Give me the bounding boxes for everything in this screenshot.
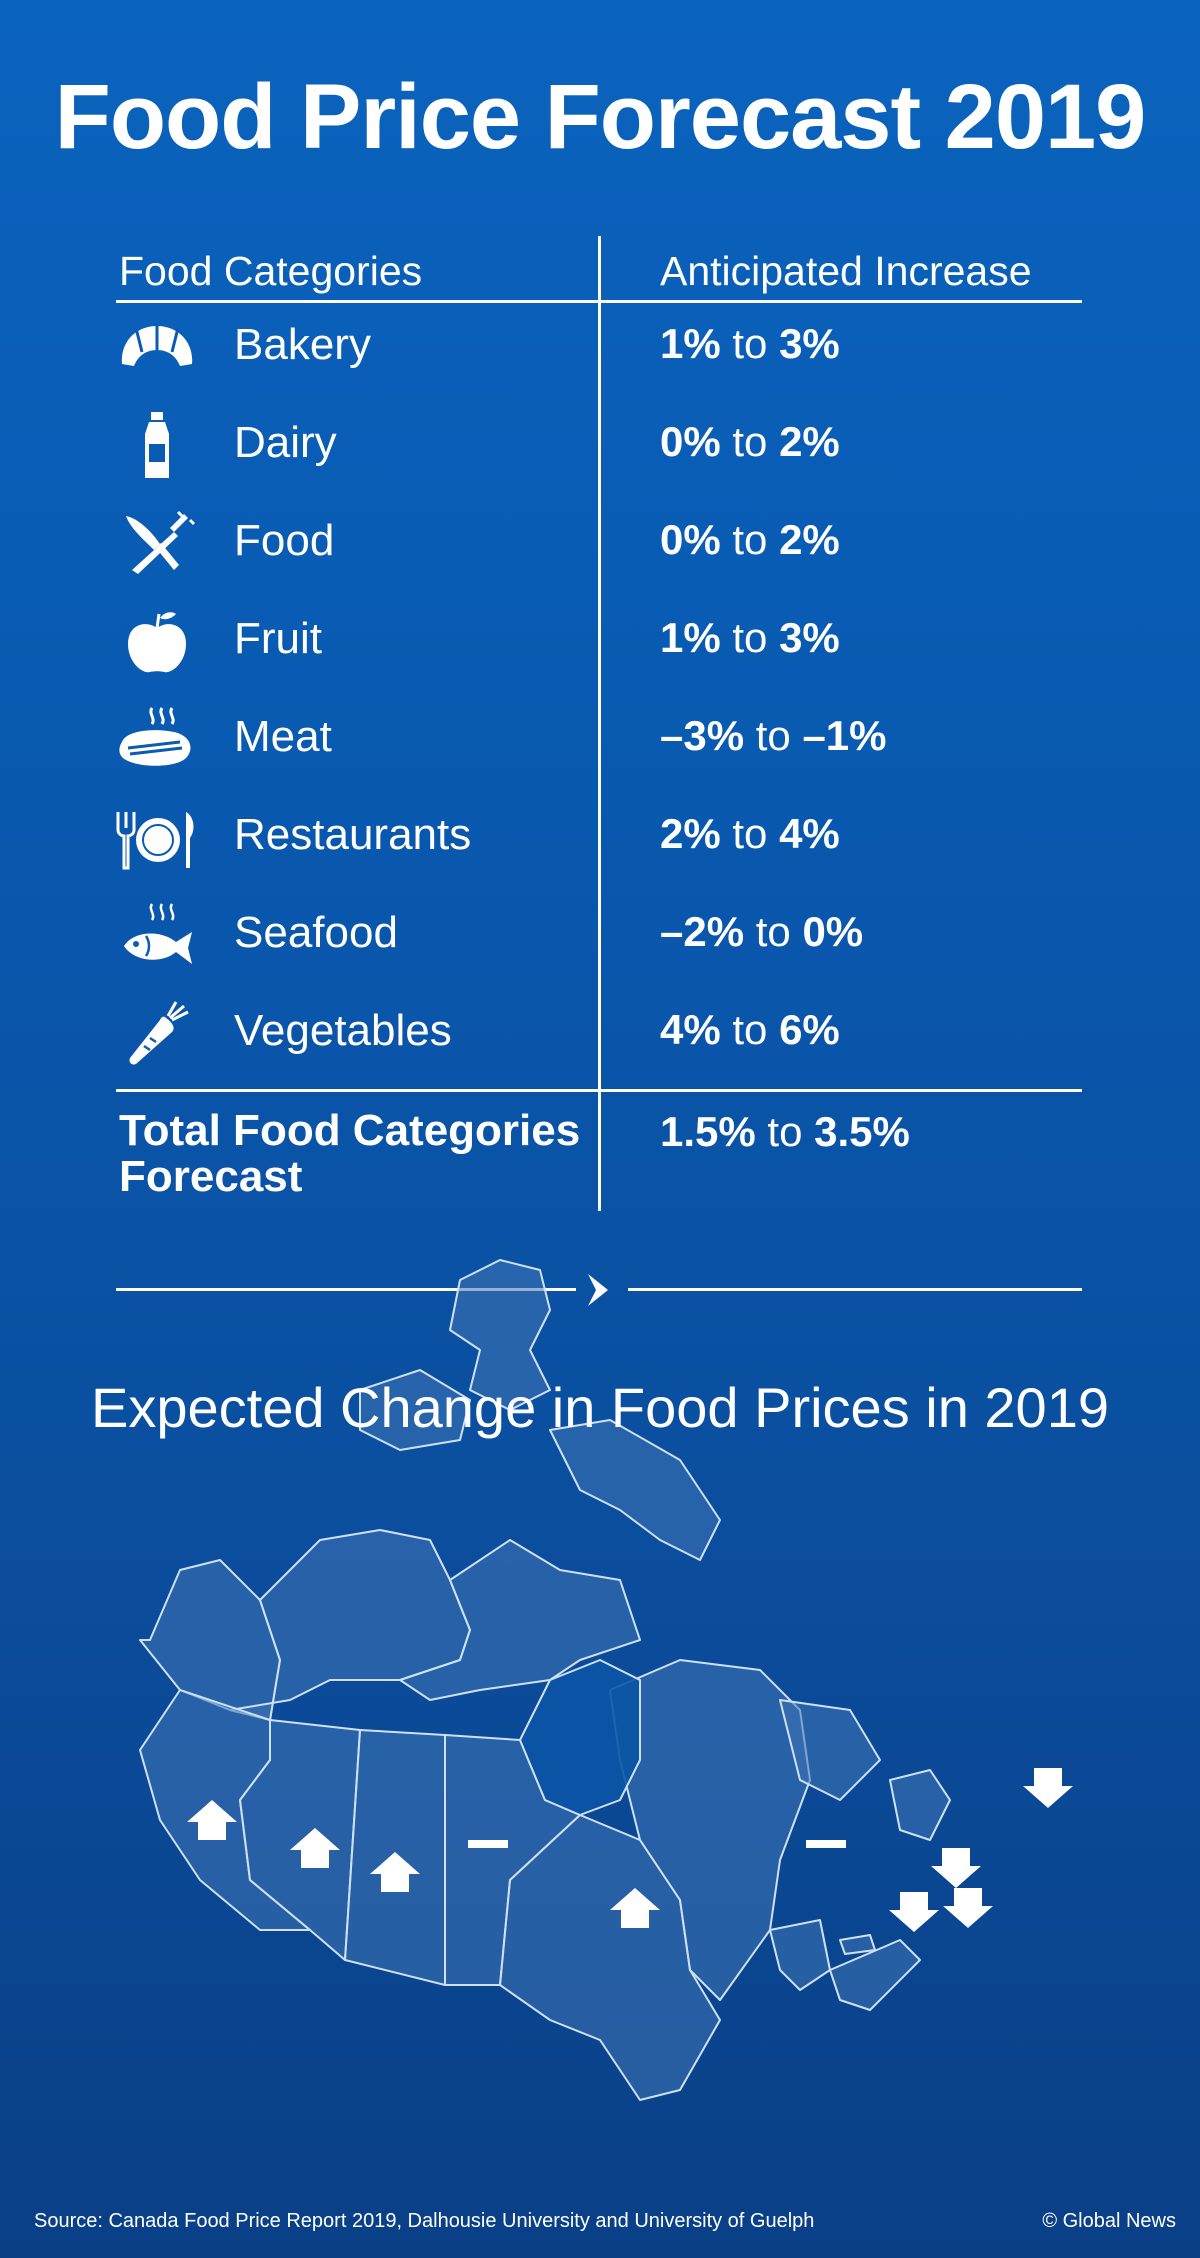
- category-label: Fruit: [234, 614, 322, 663]
- province-nwt: [229, 1529, 471, 1721]
- down-arrow-newfoundland: [1023, 1768, 1073, 1808]
- range-value: –3% to –1%: [660, 712, 887, 759]
- down-arrow-pei: [943, 1888, 993, 1928]
- up-arrow-alberta: [290, 1828, 340, 1868]
- canada-map: [139, 1259, 1073, 2101]
- category-label: Seafood: [234, 908, 398, 957]
- range-value: 2% to 4%: [660, 810, 840, 857]
- province-pei: [839, 1934, 876, 1955]
- range-value: 4% to 6%: [660, 1006, 840, 1053]
- total-rule: [116, 1089, 1082, 1092]
- dash-quebec: [806, 1840, 846, 1848]
- baffin-island: [549, 1419, 721, 1561]
- column-header-increase: Anticipated Increase: [660, 248, 1032, 294]
- total-range-value: 1.5% to 3.5%: [660, 1108, 910, 1155]
- header-rule: [116, 300, 1082, 303]
- table-row-restaurants: Restaurants 2% to 4%: [116, 792, 1082, 890]
- province-nova-scotia: [829, 1939, 921, 2011]
- table-row-vegetables: Vegetables 4% to 6%: [116, 988, 1082, 1086]
- down-arrow-nova-scotia: [889, 1892, 939, 1932]
- chevron-right-icon: [588, 1274, 608, 1306]
- up-arrow-bc: [187, 1800, 237, 1840]
- dash-manitoba: [468, 1840, 508, 1848]
- map-section-title: Expected Change in Food Prices in 2019: [91, 1376, 1109, 1439]
- category-label: Food: [234, 516, 335, 565]
- forecast-table: Food Categories Anticipated Increase Bak…: [116, 236, 1082, 1211]
- section-separator-left: [116, 1288, 576, 1291]
- table-row-food: Food 0% to 2%: [116, 498, 1082, 596]
- credit-note: © Global News: [1042, 2210, 1176, 2232]
- category-label: Meat: [234, 712, 332, 761]
- range-value: 0% to 2%: [660, 516, 840, 563]
- carrot-icon: [116, 998, 198, 1068]
- category-label: Dairy: [234, 418, 337, 467]
- category-label: Vegetables: [234, 1006, 452, 1055]
- range-value: 0% to 2%: [660, 418, 840, 465]
- total-label: Total Food Categories Forecast: [119, 1106, 581, 1201]
- table-row-meat: Meat –3% to –1%: [116, 694, 1082, 792]
- up-arrow-ontario: [610, 1888, 660, 1928]
- up-arrow-saskatchewan: [370, 1852, 420, 1892]
- arctic-islands-west: [359, 1369, 471, 1451]
- fish-icon: [116, 900, 198, 970]
- steak-icon: [116, 704, 198, 774]
- table-row-dairy: Dairy 0% to 2%: [116, 400, 1082, 498]
- province-new-brunswick: [769, 1919, 831, 1991]
- province-newfoundland: [779, 1699, 881, 1801]
- province-newfoundland-island: [889, 1769, 951, 1841]
- source-note: Source: Canada Food Price Report 2019, D…: [34, 2210, 815, 2232]
- plate-cutlery-icon: [116, 802, 198, 872]
- hudson-bay: [519, 1659, 641, 1816]
- province-nunavut: [399, 1539, 641, 1701]
- fork-knife-icon: [116, 508, 198, 578]
- category-label: Restaurants: [234, 810, 472, 859]
- range-value: –2% to 0%: [660, 908, 864, 955]
- page-title: Food Price Forecast 2019: [54, 66, 1147, 168]
- table-row-fruit: Fruit 1% to 3%: [116, 596, 1082, 694]
- table-row-bakery: Bakery 1% to 3%: [116, 302, 1082, 400]
- down-arrow-new-brunswick: [931, 1848, 981, 1888]
- table-row-seafood: Seafood –2% to 0%: [116, 890, 1082, 988]
- range-value: 1% to 3%: [660, 320, 840, 367]
- croissant-icon: [116, 312, 198, 382]
- range-value: 1% to 3%: [660, 614, 840, 661]
- table-column-divider: [598, 236, 601, 1211]
- province-yukon: [139, 1559, 281, 1721]
- category-label: Bakery: [234, 320, 371, 369]
- column-header-categories: Food Categories: [119, 248, 423, 294]
- milk-bottle-icon: [116, 410, 198, 480]
- apple-icon: [116, 606, 198, 676]
- section-separator-right: [628, 1288, 1082, 1291]
- arctic-islands: [449, 1259, 551, 1411]
